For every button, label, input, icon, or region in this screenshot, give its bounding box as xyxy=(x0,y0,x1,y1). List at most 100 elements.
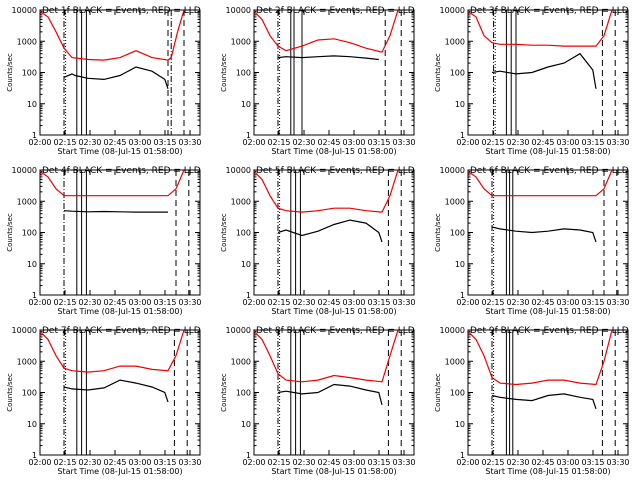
x-tick-label: 02:45 xyxy=(531,138,554,147)
y-axis-label: Counts/sec xyxy=(434,373,442,412)
chart-title: Det 2f BLACK = Events, RED = LLD xyxy=(256,6,415,16)
y-tick-label: 10000 xyxy=(12,326,37,335)
y-tick-label: 1000 xyxy=(445,357,465,366)
series-events-line xyxy=(491,226,597,243)
x-tick-label: 02:15 xyxy=(481,458,504,467)
x-axis-label: Start Time (08-Jul-15 01:58:00) xyxy=(271,467,396,476)
series-events-line xyxy=(63,210,168,213)
series-lld-line xyxy=(39,9,185,61)
series-lld-line xyxy=(39,169,185,197)
x-tick-label: 02:30 xyxy=(292,138,315,147)
y-tick-label: 1 xyxy=(32,291,37,300)
y-tick-label: 100 xyxy=(22,389,37,398)
x-tick-label: 02:45 xyxy=(103,138,126,147)
x-tick-label: 03:15 xyxy=(153,138,176,147)
y-tick-label: 100 xyxy=(450,229,465,238)
x-tick-label: 02:30 xyxy=(292,298,315,307)
y-tick-label: 100 xyxy=(22,69,37,78)
y-tick-label: 10 xyxy=(27,260,37,269)
y-axis-label: Counts/sec xyxy=(220,53,228,92)
series-events-line xyxy=(491,52,597,89)
y-tick-label: 100 xyxy=(236,69,251,78)
chart-panel-7: Det 7f BLACK = Events, RED = LLD 1 10 100 10… xyxy=(6,326,202,476)
x-tick-label: 02:15 xyxy=(481,138,504,147)
y-axis-label: Counts/sec xyxy=(434,53,442,92)
series-events-line xyxy=(491,393,597,409)
y-tick-label: 100 xyxy=(450,69,465,78)
series-lld-line xyxy=(253,169,399,213)
chart-panel-8: Det 8f BLACK = Events, RED = LLD 1 10 100 10… xyxy=(220,326,416,476)
x-tick-label: 03:15 xyxy=(153,298,176,307)
x-tick-label: 02:30 xyxy=(78,458,101,467)
plot-frame xyxy=(253,9,415,136)
x-tick-label: 02:45 xyxy=(531,458,554,467)
y-tick-label: 1 xyxy=(32,131,37,140)
x-tick-label: 02:30 xyxy=(506,458,529,467)
x-tick-label: 02:15 xyxy=(53,298,76,307)
y-tick-label: 10000 xyxy=(226,166,251,175)
x-tick-label: 02:30 xyxy=(292,458,315,467)
y-tick-label: 1 xyxy=(246,291,251,300)
y-tick-label: 10000 xyxy=(226,6,251,15)
x-tick-label: 02:15 xyxy=(267,298,290,307)
x-tick-label: 03:15 xyxy=(367,138,390,147)
y-axis-label: Counts/sec xyxy=(220,213,228,252)
chart-title: Det 6f BLACK = Events, RED = LLD xyxy=(470,166,629,176)
chart-panel-4: Det 4f BLACK = Events, RED = LLD 1 10 100 10… xyxy=(6,166,202,316)
y-tick-label: 10 xyxy=(241,420,251,429)
series-lld-line xyxy=(39,329,185,373)
x-tick-label: 03:30 xyxy=(392,138,415,147)
x-tick-label: 02:45 xyxy=(317,298,340,307)
x-tick-label: 03:15 xyxy=(581,138,604,147)
y-tick-label: 1000 xyxy=(231,357,251,366)
x-tick-label: 02:30 xyxy=(78,298,101,307)
x-tick-label: 03:00 xyxy=(556,458,579,467)
x-tick-label: 03:30 xyxy=(606,298,629,307)
chart-panel-3: Det 3f BLACK = Events, RED = LLD 1 10 100 10… xyxy=(434,6,630,156)
y-tick-label: 10 xyxy=(27,420,37,429)
x-tick-label: 02:00 xyxy=(242,138,265,147)
x-tick-label: 03:00 xyxy=(556,138,579,147)
y-tick-label: 10 xyxy=(455,100,465,109)
x-tick-label: 02:30 xyxy=(506,298,529,307)
y-axis-label: Counts/sec xyxy=(220,373,228,412)
x-tick-label: 03:15 xyxy=(367,458,390,467)
series-lld-line xyxy=(467,329,613,386)
x-tick-label: 02:00 xyxy=(242,458,265,467)
plot-frame xyxy=(467,329,629,456)
series-events-line xyxy=(277,383,383,406)
x-tick-label: 02:45 xyxy=(103,298,126,307)
x-tick-label: 02:30 xyxy=(78,138,101,147)
chart-title: Det 7f BLACK = Events, RED = LLD xyxy=(42,326,201,336)
y-tick-label: 10000 xyxy=(12,166,37,175)
chart-panel-9: Det 9f BLACK = Events, RED = LLD 1 10 100 10… xyxy=(434,326,630,476)
y-tick-label: 10 xyxy=(455,260,465,269)
y-tick-label: 1000 xyxy=(445,197,465,206)
x-axis-label: Start Time (08-Jul-15 01:58:00) xyxy=(57,147,182,156)
chart-title: Det 4f BLACK = Events, RED = LLD xyxy=(42,166,201,176)
series-events-line xyxy=(63,379,169,403)
y-axis-label: Counts/sec xyxy=(434,213,442,252)
y-tick-label: 100 xyxy=(450,389,465,398)
y-tick-label: 10 xyxy=(241,260,251,269)
chart-title: Det 8f BLACK = Events, RED = LLD xyxy=(256,326,415,336)
y-tick-label: 10000 xyxy=(226,326,251,335)
x-tick-label: 02:45 xyxy=(103,458,126,467)
y-tick-label: 100 xyxy=(236,389,251,398)
x-tick-label: 02:15 xyxy=(267,458,290,467)
x-tick-label: 03:30 xyxy=(178,138,201,147)
y-tick-label: 1 xyxy=(460,451,465,460)
x-tick-label: 02:00 xyxy=(28,138,51,147)
x-tick-label: 03:15 xyxy=(367,298,390,307)
x-axis-label: Start Time (08-Jul-15 01:58:00) xyxy=(485,467,610,476)
x-axis-label: Start Time (08-Jul-15 01:58:00) xyxy=(271,147,396,156)
x-tick-label: 02:15 xyxy=(267,138,290,147)
chart-title: Det 5f BLACK = Events, RED = LLD xyxy=(256,166,415,176)
y-axis-label: Counts/sec xyxy=(6,53,14,92)
y-tick-label: 10 xyxy=(241,100,251,109)
x-tick-label: 02:15 xyxy=(53,138,76,147)
x-tick-label: 02:00 xyxy=(456,138,479,147)
y-tick-label: 1000 xyxy=(17,37,37,46)
x-tick-label: 03:30 xyxy=(606,458,629,467)
